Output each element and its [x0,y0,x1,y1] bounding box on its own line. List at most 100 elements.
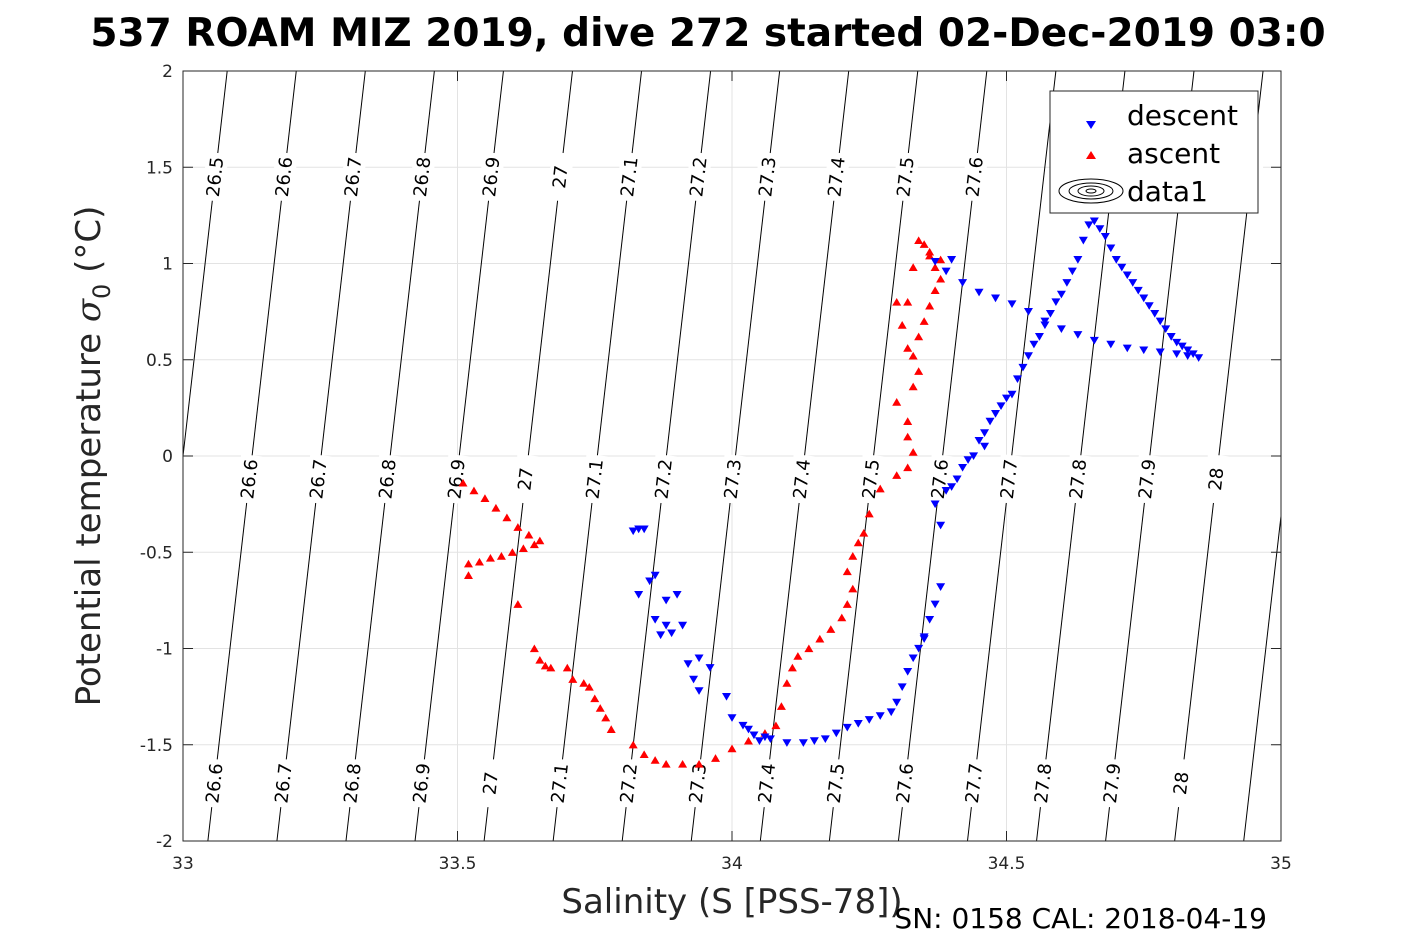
isopycnal-label-text: 27.3 [755,156,780,198]
ascent-point [903,432,913,441]
isopycnal-label-bg [1029,758,1057,809]
isopycnal-label-text: 27.1 [617,156,642,198]
ascent-point [919,240,929,248]
y-tick-label: -1.5 [140,736,173,756]
isopycnal-line [1243,511,1281,841]
descent-point [1155,348,1165,357]
isopycnal-label-text: 27.6 [962,156,987,198]
ascent-point [925,251,935,260]
isopycnal-label-bg [753,758,781,809]
isopycnal-label-text: 27.7 [997,458,1022,500]
descent-point [996,402,1006,410]
series-ascent [458,236,946,768]
descent-point [1056,290,1066,299]
descent-point [1172,350,1182,359]
descent-point [980,442,990,451]
descent-point [919,635,929,643]
isopycnal-label: 26.5 [201,151,229,202]
legend-box [1049,90,1259,214]
descent-point [1067,267,1077,276]
isopycnal-label-text: 26.5 [203,156,228,198]
legend-descent-marker [1086,121,1096,129]
isopycnal-label: 27 [511,454,540,505]
descent-point [1073,331,1083,339]
descent-point [892,698,902,707]
isopycnal-label: 26.9 [407,758,436,809]
ascent-point [535,656,545,664]
x-axis-label: Salinity (S [PSS-78]) [561,882,902,922]
ascent-point [743,736,753,745]
descent-point [897,683,907,692]
ascent-point [513,600,523,608]
ascent-point [518,544,528,552]
ascent-point [463,571,473,579]
descent-point [634,591,644,599]
isopycnal-label-bg [200,758,229,809]
descent-point [678,621,688,630]
ascent-point [914,236,924,244]
isopycnal-label-bg [338,758,367,809]
isopycnal-label: 27.1 [546,758,574,809]
isopycnal-label-text: 27.4 [824,156,849,198]
isopycnal-label-text: 27 [514,467,537,492]
y-tick-label: -2 [156,832,173,852]
isopycnal-label-bg [891,151,920,202]
descent-point [1056,325,1066,333]
isopycnal-label-bg [788,454,816,505]
ascent-point [776,702,786,710]
descent-point [1040,321,1050,330]
descent-point [656,631,666,640]
isopycnal-label-text: 26.9 [444,458,469,500]
ascent-point [584,682,594,691]
descent-point [875,712,885,720]
ascent-point [529,644,539,653]
isopycnal-label-bg [891,758,919,809]
descent-point [809,737,819,745]
legend-data1-label: data1 [1127,175,1208,208]
isopycnal-label: 27.1 [615,151,644,202]
y-tick-label: 1.5 [146,158,173,178]
isopycnal-label-bg [442,454,471,505]
isopycnal-label-text: 26.7 [271,762,296,804]
isopycnal-label-bg [615,758,643,809]
isopycnal-label-bg [477,758,505,809]
isopycnal-label: 27.3 [753,151,782,202]
descent-point [1007,390,1017,399]
isopycnal-label: 27 [477,758,505,809]
ascent-point [650,756,660,764]
ascent-point [458,478,468,487]
ascent-point [804,644,814,653]
isopycnal-label-text: 26.7 [341,156,366,198]
y-axis-label: Potential temperature σ0 (°C) [69,206,116,707]
descent-point [1012,375,1022,384]
chart-title: 537 ROAM MIZ 2019, dive 272 started 02-D… [90,11,1325,56]
axis-ticks: 33 33.5 34 34.5 35 -2 -1.5 -1 -0.5 0 0.5 1 1.5 2 [140,62,1292,874]
isopycnal-label: 27.7 [995,454,1023,505]
descent-point [1100,232,1110,241]
descent-point [754,737,764,745]
ascent-point [903,344,913,352]
isopycnal-label-bg [477,151,505,202]
ascent-point [513,523,523,531]
isopycnal-label: 27.9 [1133,454,1161,505]
x-tick-label: 33.5 [439,854,477,874]
descent-point [941,487,951,495]
isopycnal-label-bg [201,151,229,202]
footer-serial: SN: 0158 CAL: 2018-04-19 [894,902,1267,935]
ascent-point [546,663,556,672]
descent-point [1023,308,1033,316]
descent-point [952,475,962,484]
descent-point [969,452,979,461]
isopycnal-label-text: 27.3 [721,458,746,500]
legend-ascent-label: ascent [1127,137,1220,170]
isopycnal-label: 28 [1167,758,1195,809]
descent-point [1155,317,1165,326]
isopycnal-label-bg [960,758,988,809]
ascent-point [771,721,781,730]
descent-point [1183,352,1193,360]
descent-point [661,621,671,630]
isopycnal-label-text: 27.5 [893,156,918,198]
isopycnal-label-bg [546,758,574,809]
isopycnal-label-bg [684,151,713,202]
ascent-point [485,553,495,562]
